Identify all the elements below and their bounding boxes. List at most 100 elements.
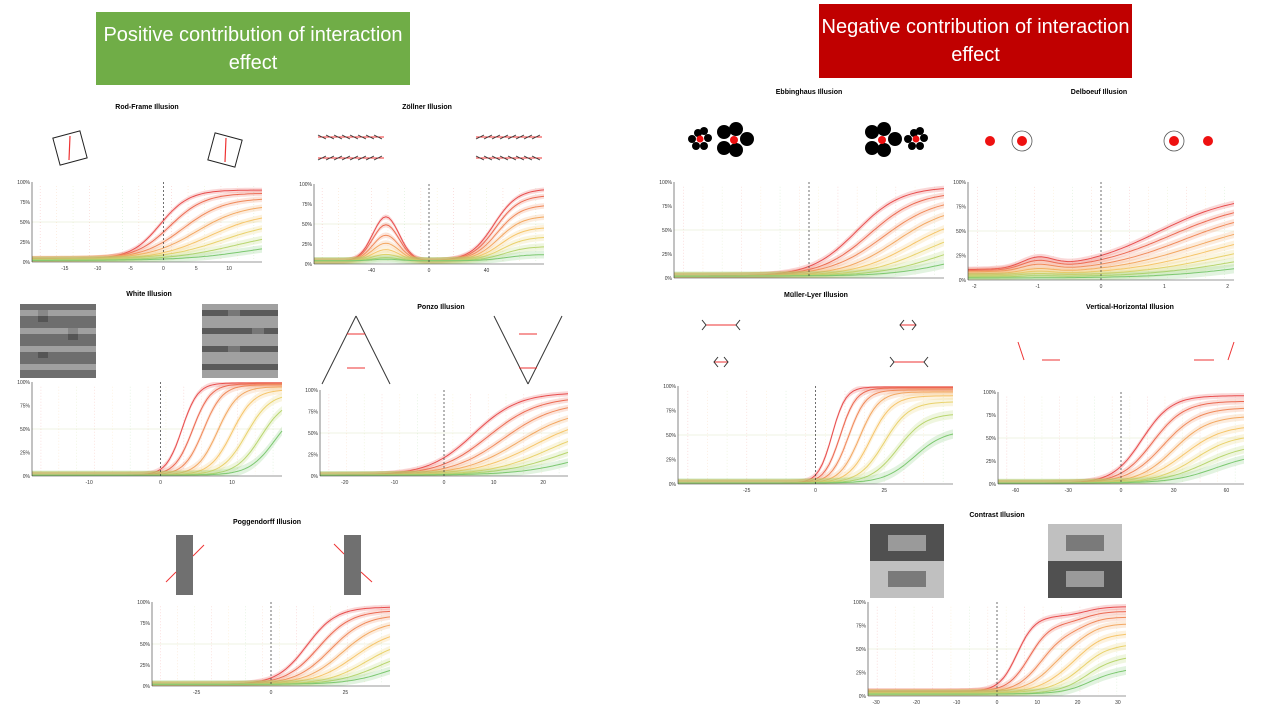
series-band xyxy=(32,196,262,262)
y-tick-label: 0% xyxy=(859,694,867,700)
y-tick-label: 100% xyxy=(663,384,676,390)
series-line xyxy=(868,611,1127,692)
x-tick-label: 0 xyxy=(443,480,446,486)
y-tick-label: 50% xyxy=(140,642,151,648)
y-tick-label: 0% xyxy=(669,482,677,488)
series-line xyxy=(32,430,283,476)
delboeuf-svg: 0% 25% 50% 75% 100% -2 -1 0 1 2 xyxy=(953,180,1235,290)
y-tick-label: 25% xyxy=(666,458,677,464)
x-tick-label: -10 xyxy=(953,700,960,706)
x-tick-label: 10 xyxy=(491,480,497,486)
series-band xyxy=(868,641,1126,696)
ebbinghaus-svg: 0% 25% 50% 75% 100% xyxy=(659,180,945,282)
x-tick-label: 0 xyxy=(270,690,273,696)
series-line xyxy=(32,228,263,260)
series-band xyxy=(314,203,544,264)
x-tick-label: -25 xyxy=(193,690,200,696)
poggendorff-stimulus-left xyxy=(164,534,208,596)
poggendorff-chart: 0% 25% 50% 75% 100% -25 0 25 xyxy=(134,600,392,698)
series-band xyxy=(152,645,390,686)
x-tick-label: 10 xyxy=(229,480,235,486)
x-tick-label: -1 xyxy=(1035,284,1040,290)
series-band xyxy=(868,666,1126,696)
ebbinghaus-chart: 0% 25% 50% 75% 100% xyxy=(656,180,946,290)
series-band xyxy=(678,410,953,484)
rod-frame-stimulus-right xyxy=(203,128,247,172)
zollner-stimulus-right xyxy=(474,132,544,164)
series-band xyxy=(32,204,262,262)
y-tick-label: 0% xyxy=(305,262,313,268)
y-tick-label: 75% xyxy=(956,205,967,211)
y-tick-label: 25% xyxy=(308,453,319,459)
series-band xyxy=(674,192,944,278)
x-tick-label: -15 xyxy=(61,266,68,272)
y-tick-label: 75% xyxy=(856,624,867,630)
ponzo-chart: 0% 25% 50% 75% 100% -20 -10 0 10 20 xyxy=(302,388,570,488)
x-tick-label: -30 xyxy=(1065,488,1072,494)
series-band xyxy=(674,259,944,278)
y-tick-label: 50% xyxy=(986,436,997,442)
ponzo-stimulus-right xyxy=(492,314,564,386)
series-band xyxy=(968,200,1234,273)
series-band xyxy=(674,185,944,278)
contrast-chart: 0% 25% 50% 75% 100% -30 -20 -10 0 10 20 30 xyxy=(850,600,1128,708)
rod-frame-chart: 0% 25% 50% 75% 100% -15 -10 -5 0 5 10 xyxy=(14,180,264,274)
x-tick-label: 0 xyxy=(1100,284,1103,290)
series-band xyxy=(32,426,282,476)
y-tick-label: 100% xyxy=(17,380,30,386)
y-tick-label: 25% xyxy=(662,252,673,258)
x-tick-label: -10 xyxy=(94,266,101,272)
series-band xyxy=(968,249,1234,280)
series-band xyxy=(868,654,1126,696)
y-tick-label: 0% xyxy=(23,260,31,266)
y-tick-label: 50% xyxy=(666,433,677,439)
poggendorff-title: Poggendorff Illusion xyxy=(232,519,302,526)
series-band xyxy=(320,426,568,476)
x-tick-label: 0 xyxy=(814,488,817,494)
x-tick-label: -60 xyxy=(1012,488,1019,494)
muller-lyer-title: Müller-Lyer Illusion xyxy=(784,292,848,299)
series-band xyxy=(968,209,1234,274)
x-tick-label: 1 xyxy=(1163,284,1166,290)
series-band xyxy=(320,458,568,476)
y-tick-label: 25% xyxy=(856,671,867,677)
contrast-stimulus-right xyxy=(1048,524,1122,598)
poggendorff-svg: 0% 25% 50% 75% 100% -25 0 25 xyxy=(137,600,391,696)
x-tick-label: 20 xyxy=(540,480,546,486)
series-band xyxy=(32,393,282,476)
vertical-horizontal-stimulus-right xyxy=(1190,340,1244,366)
y-tick-label: 50% xyxy=(302,222,313,228)
x-tick-label: -2 xyxy=(972,284,977,290)
series-band xyxy=(998,405,1244,484)
series-line xyxy=(968,268,1235,279)
series-line xyxy=(678,391,953,484)
x-tick-label: 40 xyxy=(484,268,490,274)
muller-lyer-chart: 0% 25% 50% 75% 100% -25 0 25 xyxy=(660,384,955,496)
x-tick-label: 0 xyxy=(996,700,999,706)
y-tick-label: 100% xyxy=(137,600,150,606)
series-band xyxy=(32,235,262,262)
series-band xyxy=(152,666,390,686)
y-tick-label: 100% xyxy=(17,180,30,186)
y-tick-label: 100% xyxy=(299,182,312,188)
delboeuf-chart: 0% 25% 50% 75% 100% -2 -1 0 1 2 xyxy=(950,180,1236,292)
series-band xyxy=(152,633,390,686)
series-band xyxy=(32,245,262,262)
y-tick-label: 75% xyxy=(666,409,677,415)
x-tick-label: -10 xyxy=(86,480,93,486)
series-band xyxy=(314,193,544,264)
vertical-horizontal-chart: 0% 25% 50% 75% 100% -60 -30 0 30 60 xyxy=(980,390,1246,496)
x-tick-label: 25 xyxy=(881,488,887,494)
y-tick-label: 100% xyxy=(953,180,966,186)
y-tick-label: 50% xyxy=(20,220,31,226)
y-tick-label: 0% xyxy=(311,474,319,480)
x-tick-label: -30 xyxy=(872,700,879,706)
zollner-chart: 0% 25% 50% 75% 100% -40 0 40 xyxy=(296,182,546,276)
y-tick-label: 100% xyxy=(853,600,866,606)
series-band xyxy=(678,429,953,484)
series-band xyxy=(152,608,390,686)
y-tick-label: 75% xyxy=(308,410,319,416)
series-band xyxy=(320,437,568,476)
white-svg: 0% 25% 50% 75% 100% -10 0 10 xyxy=(17,380,283,486)
vertical-horizontal-svg: 0% 25% 50% 75% 100% -60 -30 0 30 60 xyxy=(983,390,1245,494)
